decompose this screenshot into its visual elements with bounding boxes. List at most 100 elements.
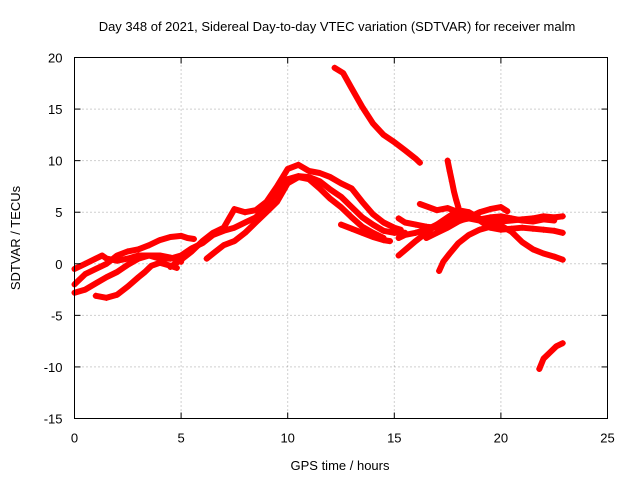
data-point — [210, 229, 217, 236]
data-point — [220, 224, 227, 231]
data-point — [124, 255, 131, 262]
data-point — [348, 214, 355, 221]
data-point — [401, 231, 408, 238]
data-point — [82, 260, 89, 267]
data-point — [508, 215, 515, 222]
data-point — [252, 219, 259, 226]
data-point — [455, 204, 462, 211]
chart-title: Day 348 of 2021, Sidereal Day-to-day VTE… — [99, 19, 576, 34]
data-point — [92, 255, 99, 262]
data-point — [359, 223, 366, 230]
data-point — [395, 235, 402, 241]
data-point — [508, 228, 515, 235]
data-point — [391, 224, 398, 231]
data-point — [448, 178, 455, 185]
data-point — [348, 204, 355, 211]
data-point — [546, 349, 553, 356]
x-tick-label: 20 — [494, 431, 508, 446]
data-point — [103, 294, 110, 301]
y-tick-label: 15 — [48, 102, 62, 117]
data-point — [412, 238, 419, 245]
data-point — [242, 229, 249, 236]
data-point — [551, 227, 558, 234]
data-point — [387, 238, 394, 245]
data-point — [404, 245, 411, 252]
data-point — [359, 104, 366, 111]
data-point — [487, 223, 494, 230]
data-point — [359, 229, 366, 236]
series-trace — [331, 64, 423, 166]
data-point — [391, 139, 398, 146]
data-point — [316, 178, 323, 185]
data-point — [559, 256, 566, 263]
data-point — [476, 216, 483, 223]
data-point — [380, 237, 387, 244]
data-point — [188, 248, 195, 255]
data-point — [141, 269, 148, 276]
data-point — [553, 343, 560, 350]
data-point — [519, 224, 526, 231]
data-point — [146, 252, 153, 259]
data-point — [348, 225, 355, 232]
y-tick-label: 0 — [55, 257, 62, 272]
x-tick-label: 5 — [177, 431, 184, 446]
data-point — [184, 235, 191, 241]
data-point — [465, 214, 472, 221]
y-tick-label: 5 — [55, 205, 62, 220]
data-point — [423, 223, 430, 230]
data-point — [103, 260, 110, 267]
y-tick-label: 20 — [48, 51, 62, 66]
data-point — [135, 255, 142, 262]
series-track-13 — [423, 204, 511, 241]
data-point — [412, 229, 419, 236]
data-point — [433, 207, 440, 214]
data-point — [529, 218, 536, 225]
series-track-12 — [416, 200, 558, 225]
data-point — [536, 365, 543, 372]
data-point — [369, 221, 376, 228]
data-point — [455, 218, 462, 225]
data-point — [327, 174, 334, 181]
data-point — [380, 219, 387, 226]
data-point — [433, 229, 440, 236]
data-point — [327, 186, 334, 193]
data-point — [559, 340, 566, 347]
data-point — [497, 204, 504, 211]
data-point — [124, 248, 131, 255]
tick-labels: 0 5 10 15 20 25 -15 -10 -5 0 5 10 15 20 — [44, 51, 615, 446]
series-trace — [92, 259, 180, 301]
series-track-7 — [338, 221, 394, 245]
grid — [74, 57, 608, 419]
series-trace — [203, 174, 387, 262]
data-point — [190, 236, 197, 243]
y-tick-label: 10 — [48, 154, 62, 169]
data-point — [369, 233, 376, 240]
data-point — [348, 85, 355, 92]
data-point — [540, 250, 547, 257]
data-point — [551, 217, 558, 224]
data-point — [497, 213, 504, 220]
data-point — [450, 188, 457, 195]
data-point — [146, 242, 153, 249]
data-point — [231, 224, 238, 231]
data-point — [327, 195, 334, 202]
data-point — [487, 214, 494, 221]
data-point — [210, 250, 217, 257]
data-point — [242, 209, 249, 216]
data-point — [284, 180, 291, 187]
data-point — [242, 219, 249, 226]
data-point — [540, 216, 547, 223]
data-point — [178, 232, 185, 239]
series-track-6 — [203, 174, 387, 262]
data-point — [529, 225, 536, 232]
series-trace — [436, 223, 494, 274]
data-point — [156, 259, 163, 266]
data-point — [444, 157, 451, 164]
data-point — [156, 252, 163, 259]
data-point — [416, 200, 423, 207]
data-point — [82, 286, 89, 293]
data-point — [295, 161, 302, 168]
data-point — [340, 69, 347, 76]
data-point — [440, 258, 447, 265]
